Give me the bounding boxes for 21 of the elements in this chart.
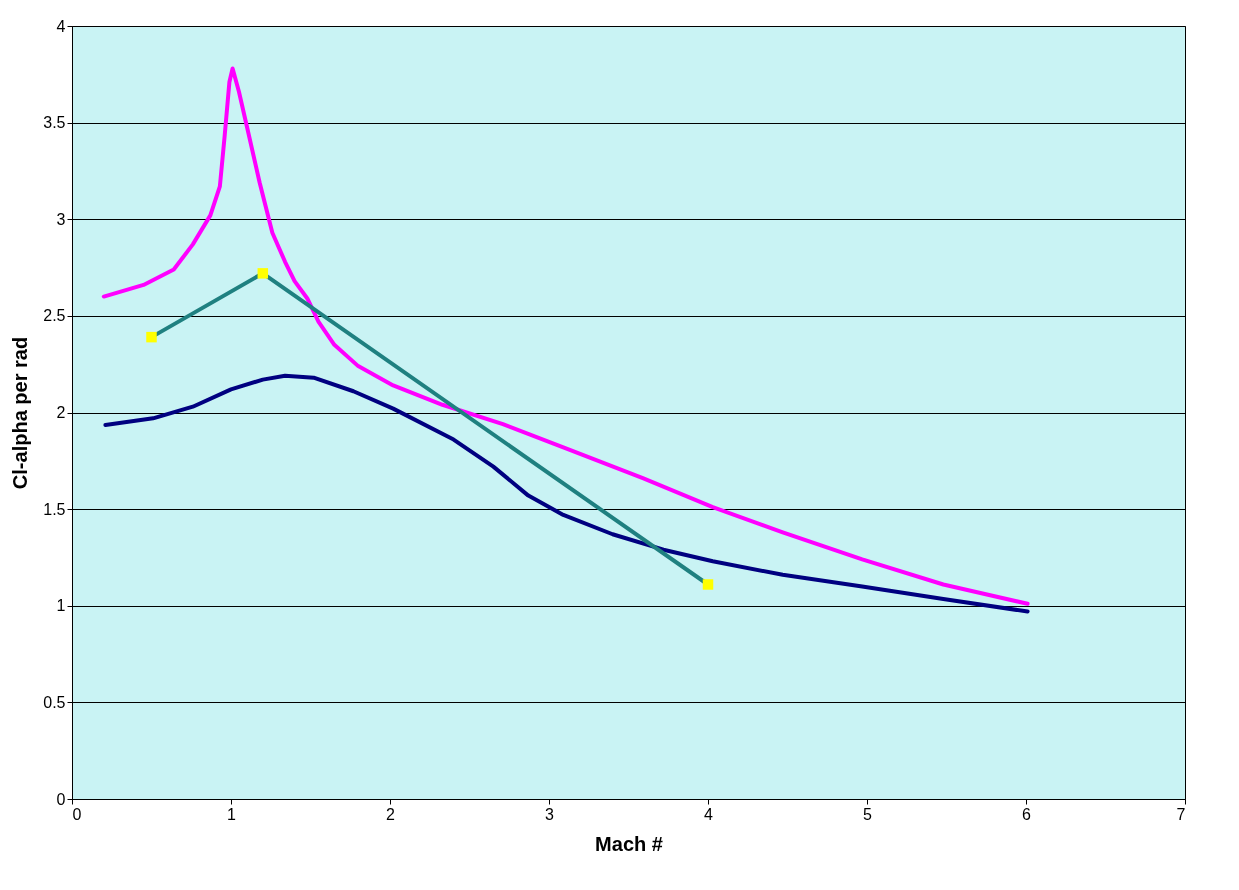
y-tick-label: 2.5 (43, 307, 66, 325)
x-tick-label: 1 (227, 805, 237, 823)
y-tick-label: 0.5 (43, 693, 66, 711)
x-tick-label: 6 (1022, 805, 1032, 823)
line-series (103, 373, 1030, 614)
x-tick-label: 0 (72, 805, 82, 823)
x-tick-label: 7 (1176, 805, 1186, 823)
x-axis-title: Mach # (595, 832, 663, 855)
x-tick-label: 3 (545, 805, 555, 823)
y-axis-title: Cl-alpha per rad (9, 336, 32, 490)
y-tick-label: 0 (56, 790, 66, 808)
y-tick-label: 1.5 (43, 500, 66, 518)
line-series (101, 66, 1030, 606)
x-tick-label: 5 (863, 805, 873, 823)
y-tick-label: 2 (56, 404, 66, 421)
y-tick-label: 4 (56, 17, 66, 35)
x-tick-label: 2 (386, 805, 396, 823)
x-tick-label: 4 (704, 805, 714, 823)
y-tick-label: 1 (56, 597, 66, 615)
y-tick-label: 3.5 (43, 114, 66, 132)
y-tick-label: 3 (56, 210, 66, 228)
